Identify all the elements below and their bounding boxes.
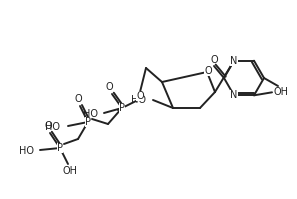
Text: N: N — [230, 56, 238, 66]
Text: HO: HO — [18, 146, 34, 156]
Text: P: P — [119, 103, 125, 113]
Text: O: O — [44, 121, 52, 131]
Text: O: O — [210, 55, 218, 65]
Text: O: O — [74, 94, 82, 104]
Text: OH: OH — [62, 166, 78, 176]
Text: O: O — [105, 82, 113, 92]
Text: OH: OH — [274, 87, 288, 97]
Text: P: P — [57, 143, 63, 153]
Text: N: N — [230, 90, 238, 100]
Text: HO: HO — [45, 122, 61, 132]
Text: P: P — [85, 117, 91, 127]
Text: O: O — [204, 66, 212, 76]
Text: HO: HO — [83, 109, 97, 119]
Text: O: O — [136, 91, 144, 101]
Text: HO: HO — [132, 95, 146, 105]
